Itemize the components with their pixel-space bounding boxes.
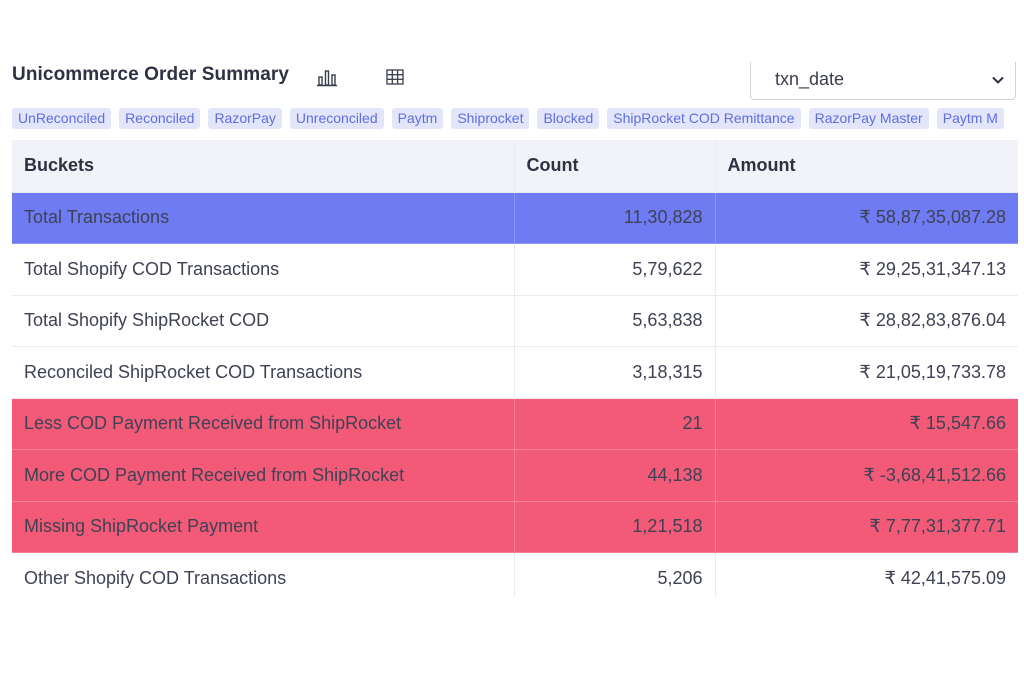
tag-shiprocket-cod-remittance[interactable]: ShipRocket COD Remittance xyxy=(607,108,801,129)
order-summary-table: Buckets Count Amount Total Transactions … xyxy=(12,140,1018,605)
count-cell: 3,18,315 xyxy=(514,346,716,399)
chevron-down-icon xyxy=(992,76,1004,84)
tag-paytm[interactable]: Paytm xyxy=(391,108,444,129)
tag-shiprocket[interactable]: Shiprocket xyxy=(451,108,530,129)
amount-cell: ₹ 28,82,83,876.04 xyxy=(715,295,1018,347)
table-row[interactable]: Less COD Payment Received from ShipRocke… xyxy=(12,398,1018,450)
table-row[interactable]: Total Transactions 11,30,828 ₹ 58,87,35,… xyxy=(12,192,1018,244)
count-cell: 44,138 xyxy=(514,449,716,502)
bar-chart-icon[interactable] xyxy=(316,66,338,88)
count-cell: 21 xyxy=(514,398,716,450)
header-buckets[interactable]: Buckets xyxy=(12,140,515,193)
page-title: Unicommerce Order Summary xyxy=(12,64,290,85)
date-field-select[interactable]: txn_date xyxy=(750,62,1016,100)
page-bottom-blank xyxy=(0,597,1024,683)
count-cell: 5,79,622 xyxy=(514,243,716,296)
amount-cell: ₹ -3,68,41,512.66 xyxy=(715,449,1018,502)
tag-razorpay-master[interactable]: RazorPay Master xyxy=(808,108,929,129)
tag-unreconciled-upper[interactable]: UnReconciled xyxy=(12,108,112,129)
bucket-cell: Total Shopify COD Transactions xyxy=(12,243,515,296)
header-count[interactable]: Count xyxy=(514,140,716,193)
bucket-cell: Less COD Payment Received from ShipRocke… xyxy=(12,398,515,450)
tag-reconciled[interactable]: Reconciled xyxy=(119,108,201,129)
count-cell: 5,206 xyxy=(514,552,716,605)
bucket-cell: Missing ShipRocket Payment xyxy=(12,501,515,553)
tag-razorpay[interactable]: RazorPay xyxy=(208,108,282,129)
select-value: txn_date xyxy=(775,69,845,89)
amount-cell: ₹ 42,41,575.09 xyxy=(715,552,1018,605)
table-header-row: Buckets Count Amount xyxy=(12,140,1018,193)
filter-tags: UnReconciled Reconciled RazorPay Unreconcil… xyxy=(12,108,1024,132)
table-row[interactable]: Other Shopify COD Transactions 5,206 ₹ 4… xyxy=(12,552,1018,605)
table-row[interactable]: More COD Payment Received from ShipRocke… xyxy=(12,449,1018,502)
amount-cell: ₹ 58,87,35,087.28 xyxy=(715,192,1018,244)
table-row[interactable]: Missing ShipRocket Payment 1,21,518 ₹ 7,… xyxy=(12,501,1018,553)
bucket-cell: Total Shopify ShipRocket COD xyxy=(12,295,515,347)
table-row[interactable]: Total Shopify COD Transactions 5,79,622 … xyxy=(12,243,1018,296)
table-row[interactable]: Total Shopify ShipRocket COD 5,63,838 ₹ … xyxy=(12,295,1018,347)
table-grid-icon[interactable] xyxy=(384,66,406,88)
count-cell: 5,63,838 xyxy=(514,295,716,347)
amount-cell: ₹ 29,25,31,347.13 xyxy=(715,243,1018,296)
table-row[interactable]: Reconciled ShipRocket COD Transactions 3… xyxy=(12,346,1018,399)
tag-paytm-master[interactable]: Paytm M xyxy=(936,108,1004,129)
amount-cell: ₹ 7,77,31,377.71 xyxy=(715,501,1018,553)
amount-cell: ₹ 21,05,19,733.78 xyxy=(715,346,1018,399)
amount-cell: ₹ 15,547.66 xyxy=(715,398,1018,450)
count-cell: 11,30,828 xyxy=(514,192,716,244)
bucket-cell: Total Transactions xyxy=(12,192,515,244)
tag-unreconciled[interactable]: Unreconciled xyxy=(289,108,384,129)
bucket-cell: Reconciled ShipRocket COD Transactions xyxy=(12,346,515,399)
tag-blocked[interactable]: Blocked xyxy=(537,108,600,129)
count-cell: 1,21,518 xyxy=(514,501,716,553)
bucket-cell: More COD Payment Received from ShipRocke… xyxy=(12,449,515,502)
header-amount[interactable]: Amount xyxy=(715,140,1018,193)
